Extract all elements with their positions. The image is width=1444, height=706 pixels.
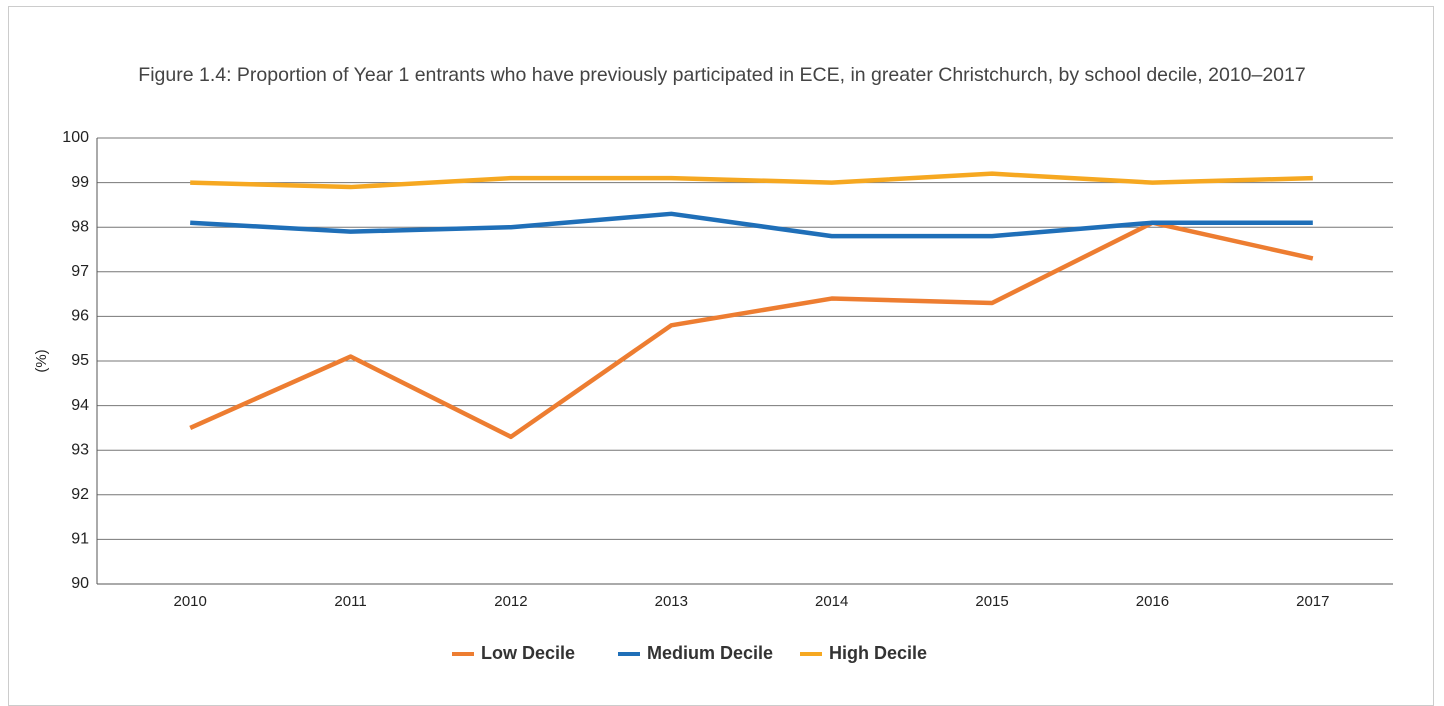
x-tick-label: 2012	[494, 593, 527, 610]
x-tick-label: 2013	[655, 593, 688, 610]
x-tick-label: 2015	[975, 593, 1008, 610]
y-tick-label: 95	[71, 352, 89, 369]
legend-label: Medium Decile	[647, 643, 773, 663]
legend-label: Low Decile	[481, 643, 575, 663]
y-tick-label: 96	[71, 308, 89, 325]
x-tick-label: 2014	[815, 593, 848, 610]
y-tick-label: 99	[71, 174, 89, 191]
x-tick-label: 2016	[1136, 593, 1169, 610]
series-line	[190, 171, 1313, 190]
x-tick-label: 2011	[334, 593, 366, 610]
y-tick-label: 90	[71, 575, 89, 592]
series-line	[189, 220, 1314, 440]
y-tick-label: 100	[62, 129, 89, 146]
y-tick-label: 94	[71, 397, 89, 414]
series-line	[190, 211, 1313, 239]
x-tick-label: 2010	[174, 593, 207, 610]
y-tick-label: 93	[71, 441, 89, 458]
y-tick-label: 92	[71, 486, 89, 503]
chart-title: Figure 1.4: Proportion of Year 1 entrant…	[138, 64, 1306, 86]
y-tick-label: 91	[71, 531, 89, 548]
y-axis-label: (%)	[33, 349, 50, 372]
y-tick-label: 98	[71, 218, 89, 235]
legend-label: High Decile	[829, 643, 927, 663]
y-tick-label: 97	[71, 263, 89, 280]
x-tick-label: 2017	[1296, 593, 1329, 610]
